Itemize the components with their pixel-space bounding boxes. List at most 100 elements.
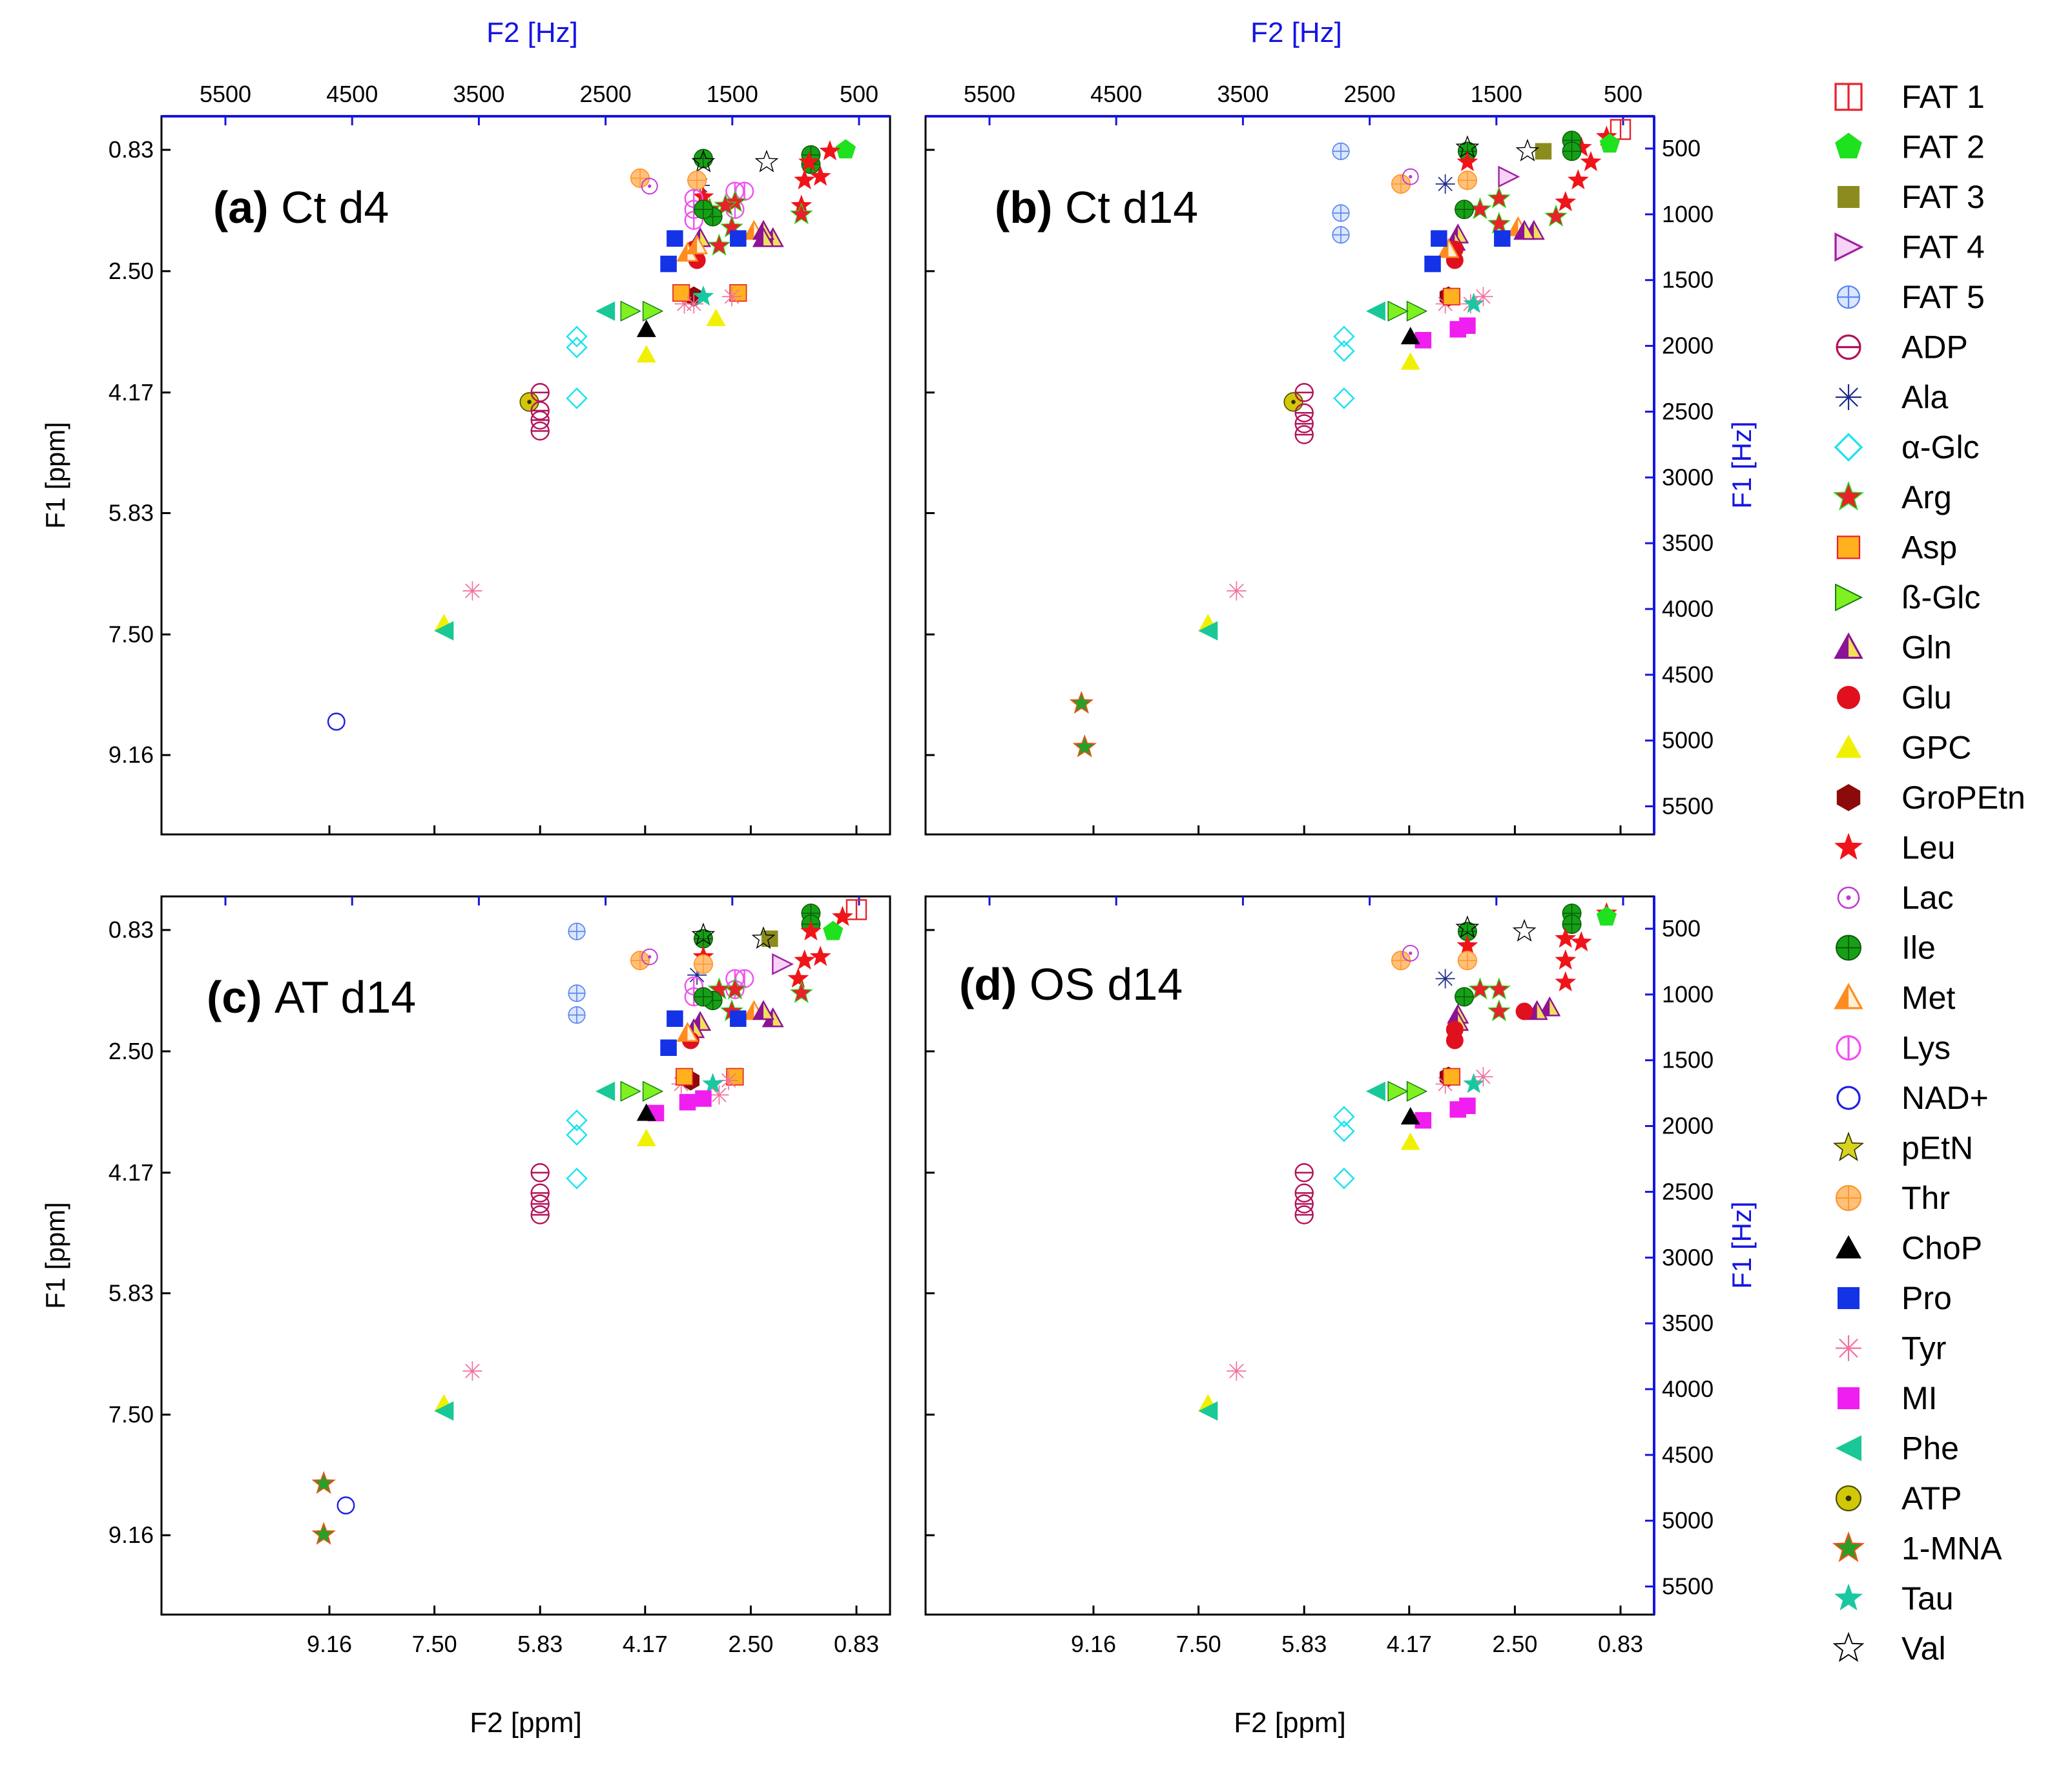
data-point-phe (1365, 301, 1385, 321)
data-point-fat-5 (568, 1006, 586, 1024)
legend-marker (1836, 384, 1861, 410)
y-tick-label: 0.83 (109, 916, 154, 943)
x-tick-label: 9.16 (1071, 1631, 1116, 1657)
data-point-1-mna (311, 1471, 336, 1494)
data-point-ile (693, 929, 713, 949)
legend-label: Val (1901, 1631, 1946, 1667)
data-point-ile (693, 987, 713, 1007)
legend-label: Asp (1901, 530, 1957, 566)
data-point-phe (1198, 1401, 1218, 1421)
data-point-gln (752, 1000, 775, 1020)
data-point-leu (798, 150, 820, 172)
x-tick-label: 5.83 (517, 1631, 563, 1657)
legend-marker (1836, 535, 1861, 559)
legend-item: Ala (1836, 379, 1948, 415)
data-point-leu (832, 905, 853, 926)
legend-item: ATP (1835, 1480, 1962, 1516)
data-point-adp (530, 410, 550, 430)
legend-item: Tau (1834, 1580, 1954, 1617)
right-tick-label: 500 (1662, 135, 1701, 161)
legend-marker (1838, 186, 1860, 208)
legend-label: GroPEtn (1901, 780, 2025, 816)
data-point-gln (1513, 220, 1536, 240)
data-point-tyr (1473, 1067, 1493, 1087)
right-tick-label: 5500 (1662, 793, 1714, 820)
legend-label: ADP (1901, 329, 1968, 366)
right-tick-label: 2500 (1662, 1178, 1714, 1204)
data-point-pro (1424, 255, 1441, 273)
data-point-val (754, 149, 779, 172)
data-point-leu (1568, 169, 1589, 190)
data-point-leu (809, 946, 831, 966)
legend-marker (1838, 1387, 1860, 1409)
data-point-leu (1555, 191, 1577, 211)
data-point--glc (566, 1124, 588, 1146)
data-point-leu (1570, 931, 1592, 952)
data-point-leu (692, 185, 714, 207)
legend-item: Phe (1836, 1431, 1959, 1467)
right-tick-label: 2500 (1662, 398, 1714, 424)
data-point-arg (1487, 977, 1511, 1000)
right-tick-label: 3000 (1662, 1244, 1714, 1270)
legend-label: NAD+ (1901, 1080, 1989, 1116)
data-point-pro (730, 230, 747, 247)
data-point-pro (730, 1010, 747, 1027)
data-point-met (686, 234, 709, 254)
legend-label: Phe (1901, 1431, 1959, 1467)
top-tick-label: 500 (1604, 81, 1642, 107)
data-point-adp (530, 1205, 550, 1224)
legend-marker (1836, 1035, 1861, 1061)
data-point-nad- (337, 1496, 355, 1514)
right-axis-label: F1 [Hz] (1726, 421, 1757, 508)
y-tick-label: 5.83 (109, 1280, 154, 1307)
legend-label: Ile (1901, 930, 1936, 966)
legend-item: pEtN (1832, 1130, 1973, 1166)
legend-label: ChoP (1901, 1230, 1982, 1266)
data-point-adp (1294, 1163, 1314, 1183)
legend-label: α-Glc (1901, 429, 1980, 466)
data-point-val (1455, 915, 1480, 938)
legend-item: Pro (1838, 1280, 1952, 1316)
data-point-nad- (327, 712, 346, 731)
data-point-mi (1449, 321, 1466, 338)
x-axis-label: F2 [ppm] (470, 1707, 582, 1739)
x-tick-label: 0.83 (834, 1631, 879, 1657)
right-tick-label: 5000 (1662, 727, 1714, 754)
data-point-adp (1294, 1194, 1314, 1214)
legend-label: MI (1901, 1380, 1938, 1416)
legend-label: Ala (1901, 379, 1948, 415)
y-tick-label: 4.17 (109, 379, 154, 406)
panel-title: (b) Ct d14 (995, 182, 1198, 232)
legend-marker (1836, 1335, 1861, 1361)
panel-name: Ct d14 (1065, 182, 1198, 232)
data-point-asp (672, 284, 690, 302)
legend-item: FAT 2 (1835, 129, 1985, 165)
data-point-arg (1487, 186, 1511, 209)
data-point-leu (809, 165, 831, 186)
top-axis-label: F2 [Hz] (1250, 17, 1342, 48)
data-point-fat-1 (845, 899, 867, 920)
legend-marker (1836, 935, 1861, 961)
data-point--glc (566, 1168, 588, 1190)
right-tick-label: 2000 (1662, 333, 1714, 359)
y-tick-label: 7.50 (109, 1401, 154, 1427)
data-point-fat-5 (1332, 226, 1350, 244)
x-tick-label: 7.50 (1176, 1631, 1221, 1657)
data-point-arg (1468, 977, 1492, 1000)
data-point-tyr (1227, 581, 1247, 601)
right-tick-label: 1000 (1662, 981, 1714, 1008)
data-point-phe (434, 1401, 454, 1421)
legend-marker (1837, 686, 1860, 709)
legend-label: FAT 3 (1901, 179, 1985, 215)
data-point-mi (1449, 1101, 1466, 1118)
data-point-ile (693, 200, 713, 220)
data-point--glc (1406, 300, 1428, 322)
legend-marker (1836, 1235, 1861, 1259)
data-point-met (676, 1022, 699, 1042)
data-point-phe (596, 301, 616, 321)
data-point-fat-5 (1332, 204, 1350, 222)
data-point-val (691, 149, 716, 172)
legend-item: Gln (1834, 630, 1952, 666)
data-point-asp (726, 1068, 744, 1086)
